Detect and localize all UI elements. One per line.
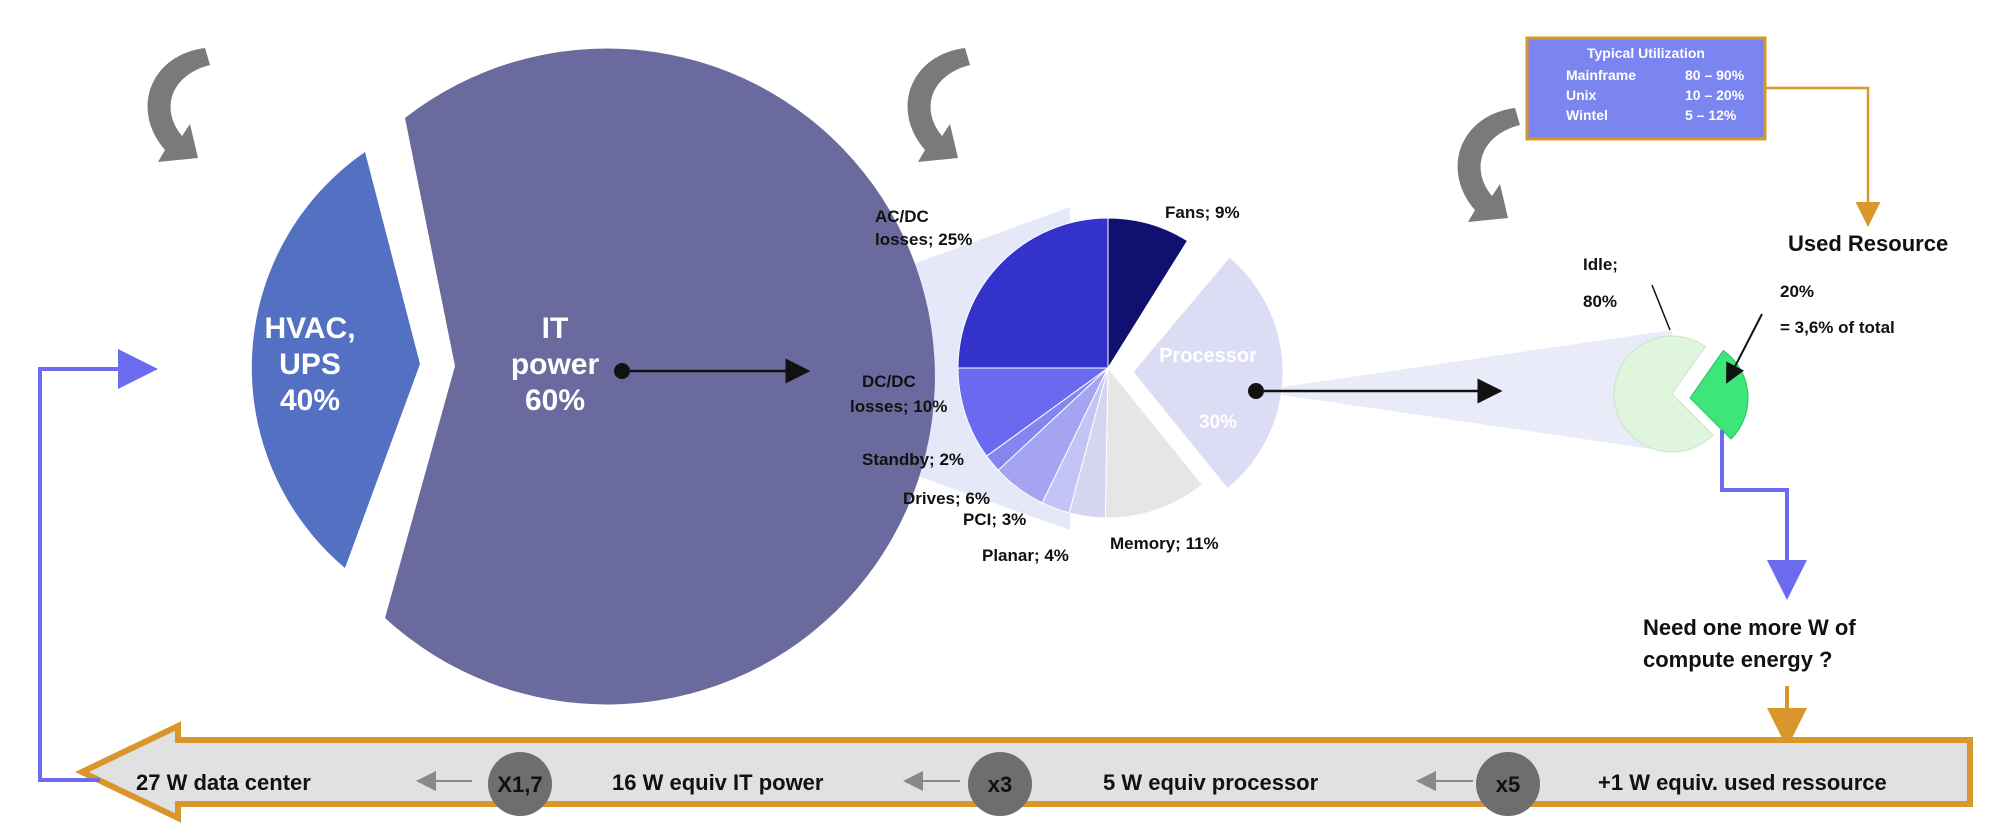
hvac-label-1: HVAC, bbox=[264, 312, 355, 345]
acdc-label-2: losses; 25% bbox=[875, 230, 972, 249]
pci-label: PCI; 3% bbox=[963, 510, 1026, 529]
utilization-row-range: 10 – 20% bbox=[1685, 87, 1745, 103]
memory-slice bbox=[1104, 366, 1204, 519]
step-used-resource: +1 W equiv. used ressource bbox=[1598, 770, 1887, 795]
acdc-label-1: AC/DC bbox=[875, 207, 929, 226]
multiplier-label: X1,7 bbox=[497, 772, 542, 797]
processor-label-1: Processor bbox=[1159, 345, 1257, 367]
multiplier-circle bbox=[1476, 752, 1540, 816]
step-it-power: 16 W equiv IT power bbox=[612, 770, 824, 795]
fans-slice bbox=[1107, 217, 1189, 370]
processor-label-2: 30% bbox=[1199, 412, 1237, 433]
hvac-label-2: UPS bbox=[279, 348, 341, 381]
feedback-arrow bbox=[38, 349, 158, 782]
curved-arrow-icon bbox=[1457, 108, 1520, 222]
step-data-center: 27 W data center bbox=[136, 770, 311, 795]
used-label-1: 20% bbox=[1780, 282, 1814, 301]
idle-label-2: 80% bbox=[1583, 292, 1617, 311]
multiplier-circle bbox=[968, 752, 1032, 816]
acdc-slice bbox=[957, 217, 1109, 369]
it-power-slice bbox=[385, 48, 935, 705]
hvac-label-3: 40% bbox=[280, 384, 340, 417]
main-power-pie bbox=[251, 48, 935, 705]
used-to-question-arrow bbox=[1720, 430, 1807, 600]
hvac-slice bbox=[251, 152, 420, 568]
question-line-1: Need one more W of bbox=[1643, 615, 1856, 640]
memory-label: Memory; 11% bbox=[1110, 534, 1219, 553]
idle-pointer bbox=[1651, 284, 1671, 331]
used-pointer bbox=[1726, 313, 1763, 384]
dcdc-label-2: losses; 10% bbox=[850, 397, 947, 416]
planar-label: Planar; 4% bbox=[982, 546, 1069, 565]
utilization-row-name: Wintel bbox=[1566, 107, 1608, 123]
drives-label: Drives; 6% bbox=[903, 489, 990, 508]
it-label-2: power bbox=[511, 348, 600, 381]
curved-arrow-icon bbox=[907, 48, 970, 162]
curved-arrow-icon bbox=[147, 48, 210, 162]
used-label-2: = 3,6% of total bbox=[1780, 318, 1895, 337]
utilization-box bbox=[1525, 36, 1767, 141]
processor-slice bbox=[1132, 256, 1284, 490]
fans-label: Fans; 9% bbox=[1165, 203, 1240, 222]
utilization-row-range: 5 – 12% bbox=[1685, 107, 1737, 123]
processor-dot bbox=[1248, 383, 1264, 399]
utilization-row-name: Unix bbox=[1566, 87, 1597, 103]
dcdc-slice bbox=[957, 367, 1110, 457]
it-power-breakdown-pie bbox=[957, 217, 1284, 519]
it-power-dot bbox=[614, 363, 630, 379]
question-line-2: compute energy ? bbox=[1643, 647, 1832, 672]
standby-label: Standby; 2% bbox=[862, 450, 964, 469]
utilization-row-range: 80 – 90% bbox=[1685, 67, 1745, 83]
utilization-title: Typical Utilization bbox=[1587, 45, 1705, 61]
used-resource-label: Used Resource bbox=[1788, 231, 1948, 256]
step-processor: 5 W equiv processor bbox=[1103, 770, 1319, 795]
utilization-connector bbox=[1765, 86, 1881, 227]
multiplier-label: x3 bbox=[988, 772, 1012, 797]
multiplier-label: x5 bbox=[1496, 772, 1520, 797]
idle-label-1: Idle; bbox=[1583, 255, 1618, 274]
processor-utilization-pie bbox=[1613, 335, 1749, 453]
it-label-1: IT bbox=[542, 312, 569, 345]
multiplier-circle bbox=[488, 752, 552, 816]
dcdc-label-1: DC/DC bbox=[862, 372, 916, 391]
idle-slice bbox=[1613, 335, 1714, 453]
utilization-row-name: Mainframe bbox=[1566, 67, 1636, 83]
it-label-3: 60% bbox=[525, 384, 585, 417]
